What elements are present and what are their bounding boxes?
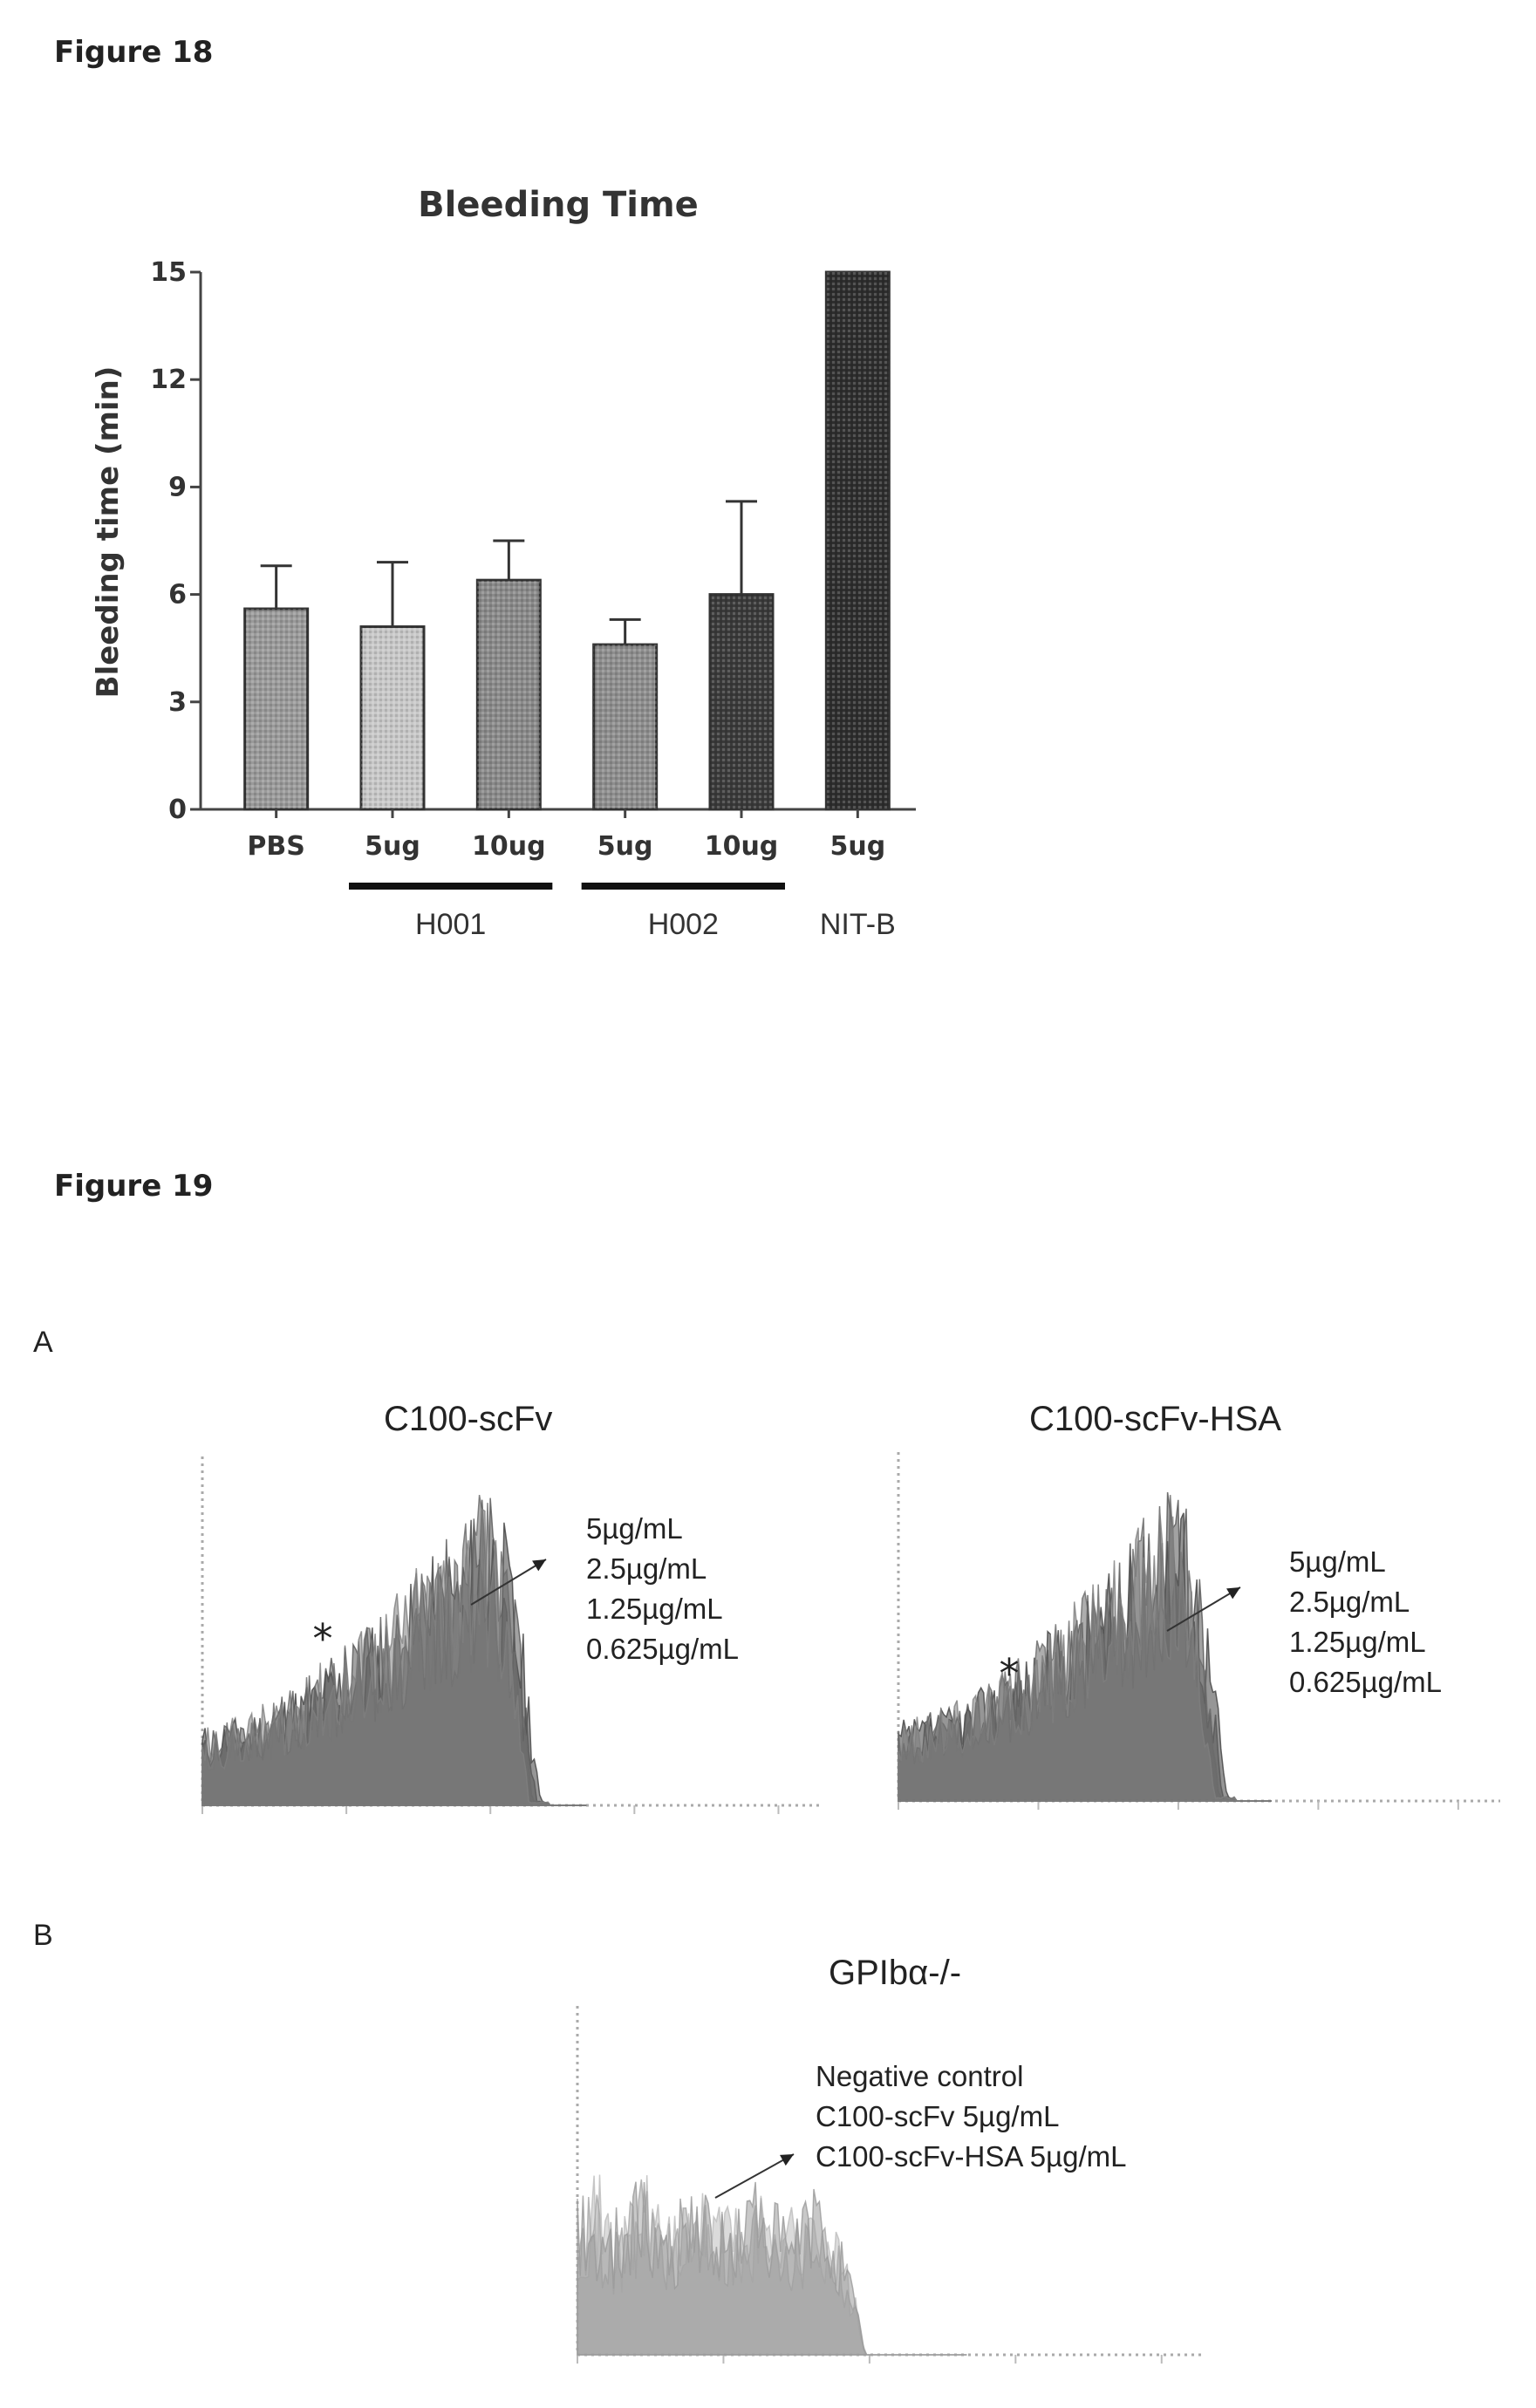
y-tick-label: 12 — [150, 365, 187, 395]
legend-entry: 1.25µg/mL — [586, 1593, 723, 1625]
y-tick-label: 0 — [168, 795, 187, 825]
y-tick-label: 3 — [168, 687, 187, 718]
legend-entry: C100-scFv-HSA 5µg/mL — [816, 2140, 1127, 2173]
arrow-head — [780, 2154, 794, 2166]
bleeding-time-bar-chart: Bleeding Time Bleeding time (min) 0 3 6 9 12… — [91, 185, 916, 941]
pointer-arrow — [1166, 1586, 1241, 1632]
legend-entry: 0.625µg/mL — [1289, 1666, 1442, 1698]
histogram-title-c100-scfv: C100-scFv — [384, 1400, 553, 1438]
histogram-c100-scfv-hsa: * — [897, 1452, 1500, 1810]
group-label: H001 — [415, 908, 486, 941]
histogram-title-c100-scfv-hsa: C100-scFv-HSA — [1029, 1400, 1281, 1438]
group-label: H002 — [648, 908, 719, 941]
histogram-series-trace — [898, 1509, 1272, 1802]
legend-entry: 2.5µg/mL — [586, 1552, 707, 1585]
bar-texture — [477, 580, 541, 809]
legend-c100-scfv: 5µg/mL 2.5µg/mL 1.25µg/mL 0.625µg/mL — [586, 1509, 739, 1669]
histogram-c100-scfv: * — [201, 1456, 822, 1814]
legend-entry: 5µg/mL — [586, 1512, 683, 1545]
pointer-arrow — [714, 2153, 795, 2199]
legend-entry: 2.5µg/mL — [1289, 1586, 1410, 1618]
figure-19-label: Figure 19 — [54, 1169, 214, 1204]
legend-c100-scfv-hsa: 5µg/mL 2.5µg/mL 1.25µg/mL 0.625µg/mL — [1289, 1542, 1442, 1702]
bar-texture — [826, 272, 890, 809]
legend-entry: 5µg/mL — [1289, 1545, 1386, 1578]
legend-gpiba: Negative control C100-scFv 5µg/mL C100-s… — [816, 2057, 1126, 2177]
chart-title: Bleeding Time — [418, 185, 699, 225]
category-label: PBS — [247, 831, 304, 862]
histogram-series-trace — [201, 1508, 587, 1806]
histogram-series-trace — [577, 2181, 967, 2356]
legend-entry: C100-scFv 5µg/mL — [816, 2100, 1060, 2132]
category-label: 5ug — [597, 831, 653, 862]
figure-18-label: Figure 18 — [54, 35, 214, 70]
y-tick-label: 6 — [168, 580, 187, 611]
bar-texture — [710, 594, 773, 809]
y-axis-label: Bleeding time (min) — [91, 366, 126, 699]
arrow-head — [532, 1559, 546, 1572]
y-tick-label: 9 — [168, 472, 187, 502]
group-label: NIT-B — [820, 908, 896, 941]
bar-texture — [244, 609, 308, 809]
y-tick-label: 15 — [150, 257, 187, 288]
legend-entry: 1.25µg/mL — [1289, 1626, 1426, 1658]
panel-a-letter: A — [33, 1326, 53, 1359]
bar-texture — [593, 645, 657, 809]
category-label: 5ug — [829, 831, 885, 862]
histogram-title-gpiba: GPIbα-/- — [829, 1954, 962, 1992]
category-label: 5ug — [365, 831, 420, 862]
bar-plot-area: 0 3 6 9 12 15 PBS 5ug 10ug 5ug 10ug 5ug H001 H002 NIT-… — [150, 257, 916, 941]
asterisk-annotation: * — [313, 1615, 333, 1662]
category-label: 10ug — [705, 831, 779, 862]
arrow-head — [1226, 1587, 1240, 1600]
pointer-arrow — [470, 1559, 547, 1606]
asterisk-annotation: * — [1000, 1650, 1020, 1697]
legend-entry: Negative control — [816, 2060, 1024, 2092]
panel-b-letter: B — [33, 1919, 53, 1952]
histogram-gpiba — [576, 2006, 1205, 2364]
legend-entry: 0.625µg/mL — [586, 1633, 739, 1665]
bar-texture — [361, 626, 424, 809]
category-label: 10ug — [472, 831, 546, 862]
